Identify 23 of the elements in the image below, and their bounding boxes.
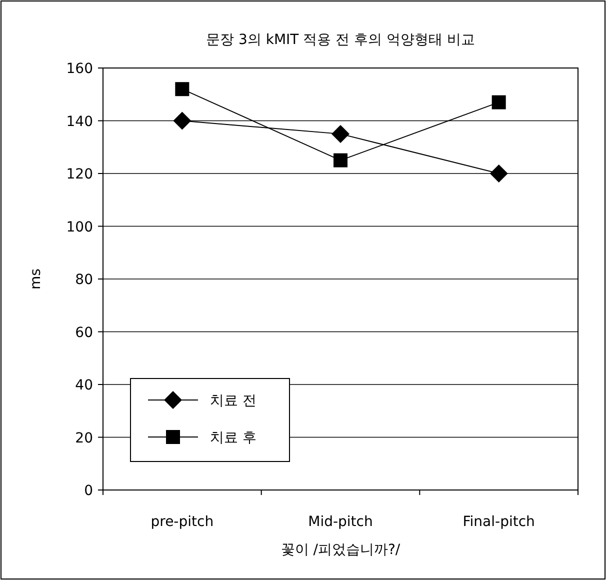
x-tick-label: pre-pitch	[150, 514, 214, 530]
y-tick-label: 60	[75, 324, 93, 341]
y-tick-label: 120	[66, 166, 93, 182]
y-tick-label: 140	[66, 114, 93, 130]
point	[490, 164, 508, 182]
x-tick-label: Final-pitch	[462, 514, 535, 530]
y-tick-label: 40	[75, 378, 93, 394]
point	[332, 124, 350, 143]
y-tick-label: 80	[75, 272, 93, 288]
y-tick-label: 20	[75, 430, 93, 446]
chart-title: 문장 3의 kMIT 적용 전 후의 억양형태 비교	[206, 32, 475, 48]
x-axis-title: 꽃이 /피었습니까?/	[280, 542, 400, 558]
legend-label: 치료 전	[210, 393, 256, 409]
x-tick-label: Mid-pitch	[308, 514, 373, 530]
y-tick-label: 160	[66, 61, 93, 77]
y-tick-label: 0	[84, 483, 93, 499]
point	[175, 82, 190, 96]
y-tick-label: 100	[66, 219, 93, 236]
legend-label: 치료 후	[210, 430, 256, 446]
point	[334, 153, 348, 168]
y-axis-title: ms	[28, 268, 44, 290]
point	[492, 95, 506, 110]
point	[173, 112, 192, 130]
